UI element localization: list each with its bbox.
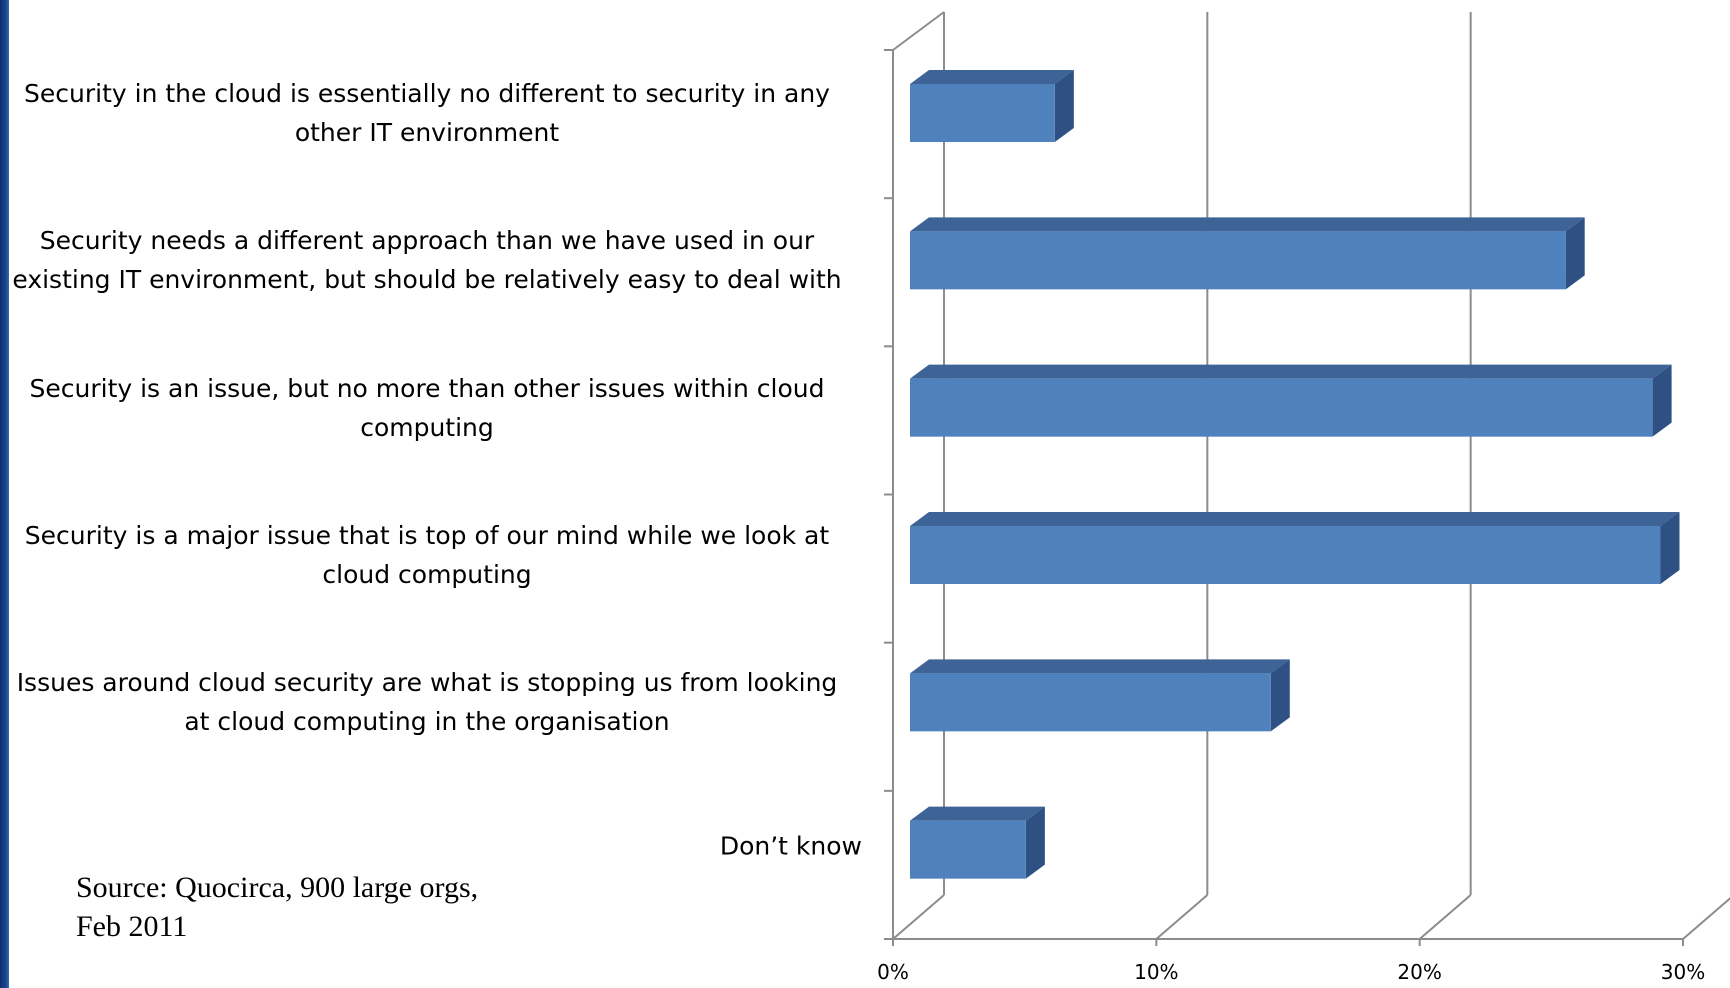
category-label: Issues around cloud security are what is…: [0, 663, 862, 741]
bar-side-face: [1652, 364, 1672, 437]
category-label: Don’t know: [0, 826, 862, 865]
bar-side-face: [1565, 217, 1585, 290]
bar: [910, 659, 1290, 732]
bar-top-face: [910, 364, 1672, 379]
chart-gridlines: [884, 11, 1730, 946]
source-note: Source: Quocirca, 900 large orgs, Feb 20…: [76, 868, 478, 946]
bar-side-face: [1025, 806, 1045, 879]
x-tick-label: 10%: [1134, 960, 1179, 984]
wall-top-edge: [892, 11, 945, 51]
x-tick-label: 20%: [1397, 960, 1442, 984]
category-label-line: Issues around cloud security are what is…: [16, 668, 838, 698]
bar-side-face: [1270, 659, 1290, 732]
bar-top-face: [910, 70, 1074, 84]
bar-front-face: [910, 84, 1055, 142]
source-line-2: Feb 2011: [76, 910, 188, 943]
category-label-line: Security needs a different approach than…: [39, 226, 815, 256]
floor-diagonal: [1419, 894, 1472, 940]
category-label-line: at cloud computing in the organisation: [184, 707, 670, 737]
floor-diagonal: [1155, 894, 1208, 940]
category-label-line: Security is an issue, but no more than o…: [29, 373, 825, 403]
bar-front-face: [910, 526, 1661, 584]
bar-front-face: [910, 673, 1271, 732]
x-tick-label: 0%: [877, 960, 909, 984]
category-label: Security needs a different approach than…: [0, 221, 862, 299]
bar-top-face: [910, 659, 1290, 674]
bar: [910, 70, 1074, 142]
category-label-line: Security in the cloud is essentially no …: [24, 79, 830, 108]
source-line-1: Source: Quocirca, 900 large orgs,: [76, 871, 479, 904]
category-label-line: Don’t know: [719, 831, 862, 861]
floor-diagonal: [1682, 897, 1730, 940]
bar: [910, 364, 1672, 437]
category-label: Security is an issue, but no more than o…: [0, 369, 862, 447]
category-label-line: computing: [360, 412, 494, 442]
category-label: Security in the cloud is essentially no …: [0, 74, 862, 152]
bar-top-face: [910, 806, 1045, 821]
bar-top-face: [910, 512, 1680, 526]
x-tick-label: 30%: [1660, 960, 1706, 984]
slide-edge-stripe: [0, 0, 9, 988]
category-label: Security is a major issue that is top of…: [0, 516, 862, 594]
chart-bars: [910, 70, 1680, 879]
bar-top-face: [910, 217, 1585, 232]
bar-side-face: [1054, 70, 1074, 142]
bar: [910, 806, 1045, 879]
bar: [910, 217, 1585, 290]
bar: [910, 512, 1680, 584]
category-label-line: other IT environment: [294, 118, 560, 147]
category-label-line: Security is a major issue that is top of…: [24, 521, 830, 550]
category-label-line: existing IT environment, but should be r…: [12, 265, 842, 295]
floor-diagonal: [892, 894, 945, 940]
bar-front-face: [910, 378, 1653, 437]
bar-front-face: [910, 231, 1566, 290]
bar-side-face: [1660, 512, 1680, 584]
category-label-line: cloud computing: [322, 560, 532, 589]
bar-front-face: [910, 820, 1026, 879]
